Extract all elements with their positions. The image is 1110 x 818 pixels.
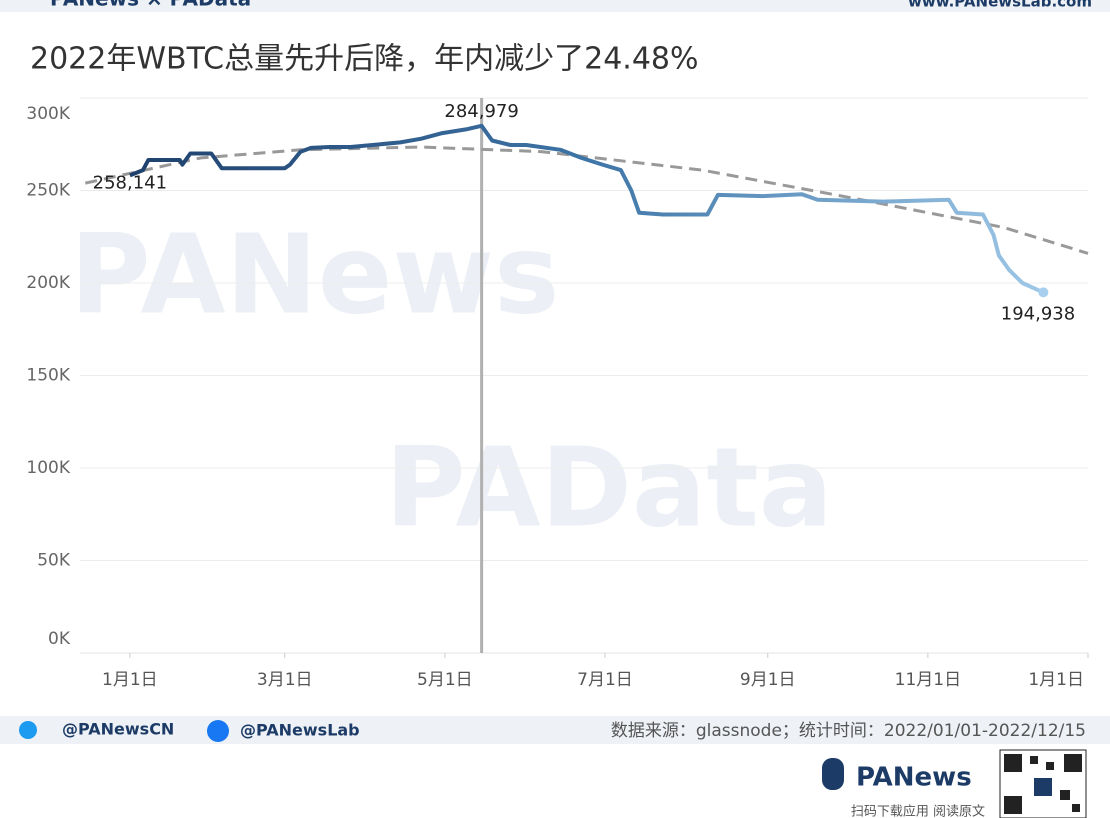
value-label: 194,938 [1001,303,1075,324]
source-note: 数据来源：glassnode；统计时间：2022/01/01-2022/12/1… [611,721,1086,741]
x-tick-label: 1月1日 [102,670,158,690]
brand-icon [822,758,844,790]
y-tick-label: 50K [37,551,71,571]
end-point [1038,287,1049,298]
twitter-handle: @PANewsCN [62,720,174,739]
brand-name: PANews [856,763,972,793]
x-tick-label: 3月1日 [257,670,313,690]
value-label: 284,979 [444,101,518,122]
qr-code [999,749,1087,818]
header-logo: PANews × PAData [50,0,251,11]
y-tick-label: 200K [26,273,70,293]
header-website: www.PANewsLab.com [908,0,1092,11]
trend-line [84,145,1089,255]
value-label: 258,141 [93,172,167,193]
chart-title: 2022年WBTC总量先升后降，年内减少了24.48% [30,42,699,77]
x-tick-label: 9月1日 [740,670,796,690]
y-tick-label: 300K [26,104,70,124]
x-tick-label: 1月1日 [1028,670,1084,690]
y-tick-label: 100K [26,458,70,478]
footer-bar [0,716,1110,744]
watermark: PANews [70,210,559,338]
x-tick-label: 11月1日 [895,670,961,690]
watermark: PAData [385,423,833,551]
facebook-handle: @PANewsLab [240,721,360,740]
qr-caption: 扫码下载应用 阅读原文 [851,804,985,818]
y-tick-label: 0K [48,629,71,649]
plot: 0K 50K 100K 150K 200K 250K 300K 1月1日 3月1日 5月1日 7月1… [26,97,1089,690]
facebook-icon [207,720,229,742]
data-line [129,123,1045,295]
twitter-icon [19,721,37,739]
x-tick-label: 7月1日 [577,670,633,690]
y-tick-label: 250K [26,181,70,201]
x-tick-label: 5月1日 [417,670,473,690]
y-tick-label: 150K [26,366,70,386]
header-bar [0,0,1110,12]
